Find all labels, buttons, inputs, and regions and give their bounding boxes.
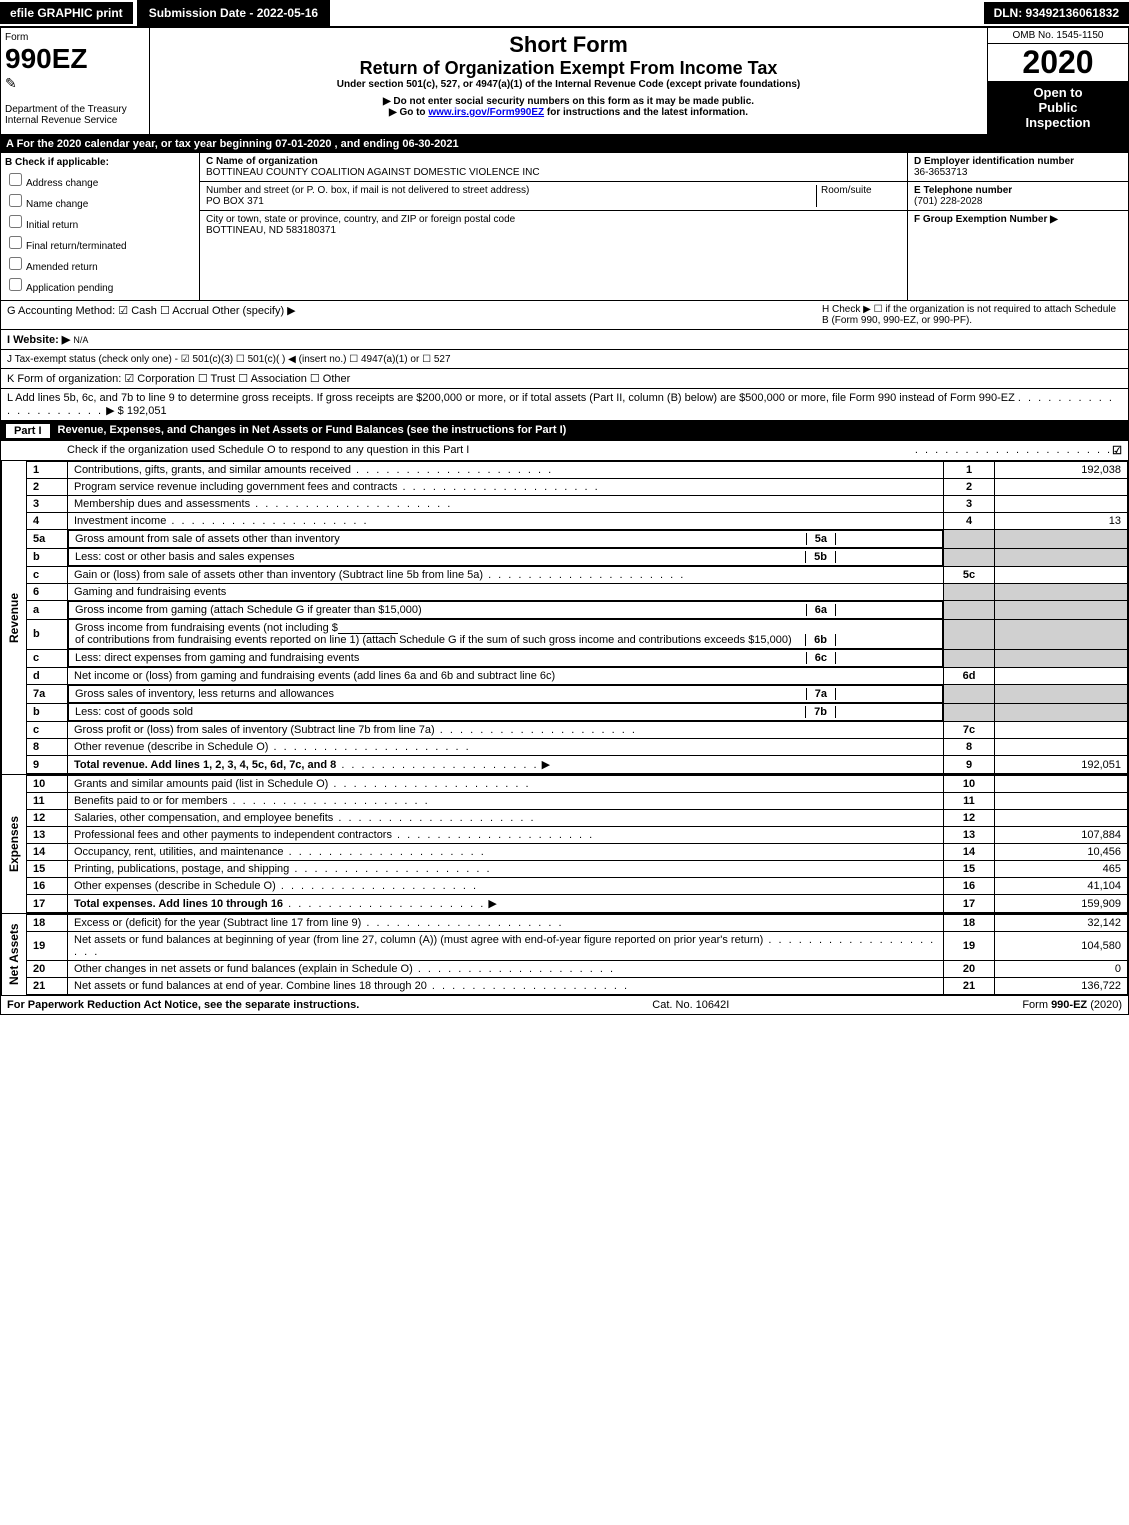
table-row: bLess: cost of goods sold7b (27, 703, 1128, 722)
section-bcdef: B Check if applicable: Address change Na… (0, 153, 1129, 301)
dln-label: DLN: 93492136061832 (984, 2, 1129, 24)
footer-right: Form 990-EZ (2020) (1022, 999, 1122, 1011)
expenses-section: Expenses 10Grants and similar amounts pa… (0, 775, 1129, 914)
netassets-label: Net Assets (1, 914, 26, 995)
line-a: A For the 2020 calendar year, or tax yea… (0, 135, 1129, 153)
section-b-label: B Check if applicable: (5, 157, 195, 168)
address-change-check[interactable]: Address change (5, 170, 195, 189)
omb-number: OMB No. 1545-1150 (988, 28, 1128, 44)
initial-return-check[interactable]: Initial return (5, 212, 195, 231)
final-return-check[interactable]: Final return/terminated (5, 233, 195, 252)
section-def: D Employer identification number 36-3653… (907, 153, 1128, 300)
phone-value: (701) 228-2028 (914, 196, 1122, 207)
part-i-header: Part I Revenue, Expenses, and Changes in… (0, 421, 1129, 441)
city-value: BOTTINEAU, ND 583180371 (206, 225, 901, 236)
table-row: dNet income or (loss) from gaming and fu… (27, 668, 1128, 685)
table-row: 11Benefits paid to or for members11 (27, 793, 1128, 810)
table-row: 20Other changes in net assets or fund ba… (27, 961, 1128, 978)
section-c: C Name of organization BOTTINEAU COUNTY … (200, 153, 907, 300)
line-l: L Add lines 5b, 6c, and 7b to line 9 to … (0, 389, 1129, 421)
part-i-title: Revenue, Expenses, and Changes in Net As… (58, 424, 567, 438)
table-row: 4Investment income413 (27, 513, 1128, 530)
section-c-label: C Name of organization (206, 156, 901, 167)
under-section: Under section 501(c), 527, or 4947(a)(1)… (154, 79, 983, 90)
form-number: 990EZ (5, 43, 145, 75)
short-form-title: Short Form (154, 32, 983, 58)
expenses-label: Expenses (1, 775, 26, 913)
header-bar: efile GRAPHIC print Submission Date - 20… (0, 0, 1129, 27)
table-row: aGross income from gaming (attach Schedu… (27, 601, 1128, 620)
table-row: 14Occupancy, rent, utilities, and mainte… (27, 844, 1128, 861)
footer-center: Cat. No. 10642I (652, 999, 729, 1011)
addr-label: Number and street (or P. O. box, if mail… (206, 185, 816, 196)
line-h: H Check ▶ ☐ if the organization is not r… (822, 304, 1122, 326)
submission-date: Submission Date - 2022-05-16 (137, 0, 330, 26)
org-name: BOTTINEAU COUNTY COALITION AGAINST DOMES… (206, 167, 901, 178)
irs-label: Internal Revenue Service (5, 115, 145, 126)
room-suite: Room/suite (816, 185, 901, 207)
table-row: 3Membership dues and assessments3 (27, 496, 1128, 513)
form-left-col: Form 990EZ ✎ Department of the Treasury … (1, 28, 150, 134)
table-row: cGross profit or (loss) from sales of in… (27, 722, 1128, 739)
part-i-label: Part I (6, 424, 50, 438)
name-change-check[interactable]: Name change (5, 191, 195, 210)
table-row: 12Salaries, other compensation, and empl… (27, 810, 1128, 827)
table-row: bLess: cost or other basis and sales exp… (27, 548, 1128, 567)
table-row: 13Professional fees and other payments t… (27, 827, 1128, 844)
form-right-col: OMB No. 1545-1150 2020 Open to Public In… (987, 28, 1128, 134)
table-row: 19Net assets or fund balances at beginni… (27, 932, 1128, 961)
footer: For Paperwork Reduction Act Notice, see … (0, 996, 1129, 1015)
revenue-label: Revenue (1, 461, 26, 774)
netassets-section: Net Assets 18Excess or (deficit) for the… (0, 914, 1129, 996)
table-row: cGain or (loss) from sale of assets othe… (27, 567, 1128, 584)
line-k: K Form of organization: ☑ Corporation ☐ … (0, 369, 1129, 389)
table-row: 6Gaming and fundraising events (27, 584, 1128, 601)
city-label: City or town, state or province, country… (206, 214, 901, 225)
table-row: 15Printing, publications, postage, and s… (27, 861, 1128, 878)
revenue-section: Revenue 1Contributions, gifts, grants, a… (0, 461, 1129, 775)
form-center-col: Short Form Return of Organization Exempt… (150, 28, 987, 134)
table-row: 10Grants and similar amounts paid (list … (27, 776, 1128, 793)
ssn-note: ▶ Do not enter social security numbers o… (154, 96, 983, 107)
check-icon: ☑ (1112, 444, 1122, 457)
section-e-label: E Telephone number (914, 185, 1122, 196)
addr-value: PO BOX 371 (206, 196, 816, 207)
table-row: 21Net assets or fund balances at end of … (27, 978, 1128, 995)
ein-value: 36-3653713 (914, 167, 1122, 178)
line-g: G Accounting Method: ☑ Cash ☐ Accrual Ot… (7, 304, 822, 326)
footer-left: For Paperwork Reduction Act Notice, see … (7, 999, 359, 1011)
amended-check[interactable]: Amended return (5, 254, 195, 273)
line-j: J Tax-exempt status (check only one) - ☑… (0, 350, 1129, 369)
table-row: 16Other expenses (describe in Schedule O… (27, 878, 1128, 895)
open-public: Open to Public Inspection (988, 81, 1128, 134)
table-row: cLess: direct expenses from gaming and f… (27, 649, 1128, 668)
table-row: bGross income from fundraising events (n… (27, 619, 1128, 649)
form-title: Return of Organization Exempt From Incom… (154, 58, 983, 79)
table-row: 1Contributions, gifts, grants, and simil… (27, 462, 1128, 479)
table-row: 9Total revenue. Add lines 1, 2, 3, 4, 5c… (27, 756, 1128, 774)
section-b: B Check if applicable: Address change Na… (1, 153, 200, 300)
table-row: 2Program service revenue including gover… (27, 479, 1128, 496)
irs-link[interactable]: www.irs.gov/Form990EZ (428, 107, 544, 118)
table-row: 5aGross amount from sale of assets other… (27, 530, 1128, 549)
app-pending-check[interactable]: Application pending (5, 275, 195, 294)
table-row: 7aGross sales of inventory, less returns… (27, 685, 1128, 704)
expenses-table: 10Grants and similar amounts paid (list … (26, 775, 1128, 913)
part-i-check-note: Check if the organization used Schedule … (0, 441, 1129, 461)
table-row: 8Other revenue (describe in Schedule O)8 (27, 739, 1128, 756)
form-header: Form 990EZ ✎ Department of the Treasury … (0, 27, 1129, 135)
netassets-table: 18Excess or (deficit) for the year (Subt… (26, 914, 1128, 995)
revenue-table: 1Contributions, gifts, grants, and simil… (26, 461, 1128, 774)
table-row: 18Excess or (deficit) for the year (Subt… (27, 915, 1128, 932)
form-word: Form (5, 32, 145, 43)
tax-year: 2020 (988, 44, 1128, 81)
efile-button[interactable]: efile GRAPHIC print (0, 2, 133, 24)
dept-treasury: Department of the Treasury (5, 104, 145, 115)
table-row: 17Total expenses. Add lines 10 through 1… (27, 895, 1128, 913)
section-d-label: D Employer identification number (914, 156, 1122, 167)
line-i: I Website: ▶ N/A (0, 330, 1129, 350)
goto-note: ▶ Go to www.irs.gov/Form990EZ for instru… (154, 107, 983, 118)
section-f-label: F Group Exemption Number ▶ (914, 214, 1122, 225)
